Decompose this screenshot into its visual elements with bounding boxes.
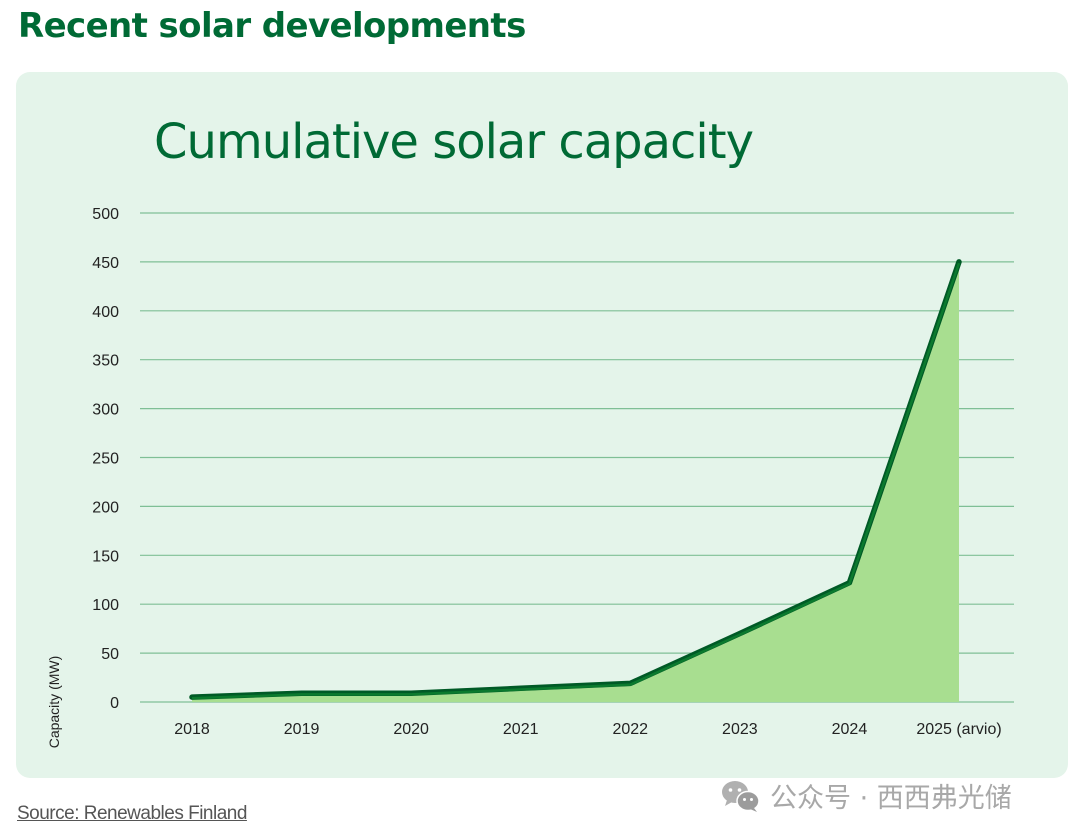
chart: Cumulative solar capacity 0 50 100 150 200 25… <box>46 114 1014 749</box>
y-tick-label: 200 <box>92 499 119 516</box>
y-tick-label: 400 <box>92 304 119 321</box>
y-tick-label: 250 <box>92 451 119 468</box>
y-axis-label: Capacity (MW) <box>46 656 62 749</box>
x-tick-label: 2023 <box>722 721 758 738</box>
y-tick-label: 500 <box>92 206 119 223</box>
page-heading: Recent solar developments <box>18 6 526 46</box>
y-tick-label: 450 <box>92 255 119 272</box>
y-tick-label: 0 <box>110 695 119 712</box>
x-tick-labels: 2018 2019 2020 2021 2022 2023 2024 2025 (arvio) <box>174 721 1001 738</box>
y-tick-label: 350 <box>92 353 119 370</box>
source-link[interactable]: Source: Renewables Finland <box>17 803 247 824</box>
x-tick-label: 2022 <box>612 721 648 738</box>
y-tick-label: 300 <box>92 402 119 419</box>
x-tick-label: 2024 <box>832 721 868 738</box>
x-tick-label: 2019 <box>284 721 320 738</box>
x-tick-label: 2021 <box>503 721 539 738</box>
x-tick-label: 2018 <box>174 721 210 738</box>
watermark: 公众号 · 西西弗光储 <box>720 776 1012 815</box>
watermark-text: 公众号 · 西西弗光储 <box>770 783 1012 814</box>
series-line-highlight <box>191 262 961 700</box>
series-area <box>192 261 959 702</box>
y-tick-labels: 0 50 100 150 200 250 300 350 400 450 500 <box>92 206 119 712</box>
grid-lines <box>140 212 1014 703</box>
chart-title: Cumulative solar capacity <box>154 114 753 170</box>
chart-card: Cumulative solar capacity 0 50 100 150 200 25… <box>16 72 1068 778</box>
y-tick-label: 150 <box>92 548 119 565</box>
y-tick-label: 50 <box>101 646 119 663</box>
x-tick-label: 2020 <box>393 721 429 738</box>
y-tick-label: 100 <box>92 597 119 614</box>
area-layer <box>189 259 962 702</box>
x-tick-label: 2025 (arvio) <box>916 721 1001 738</box>
wechat-icon <box>722 780 760 812</box>
